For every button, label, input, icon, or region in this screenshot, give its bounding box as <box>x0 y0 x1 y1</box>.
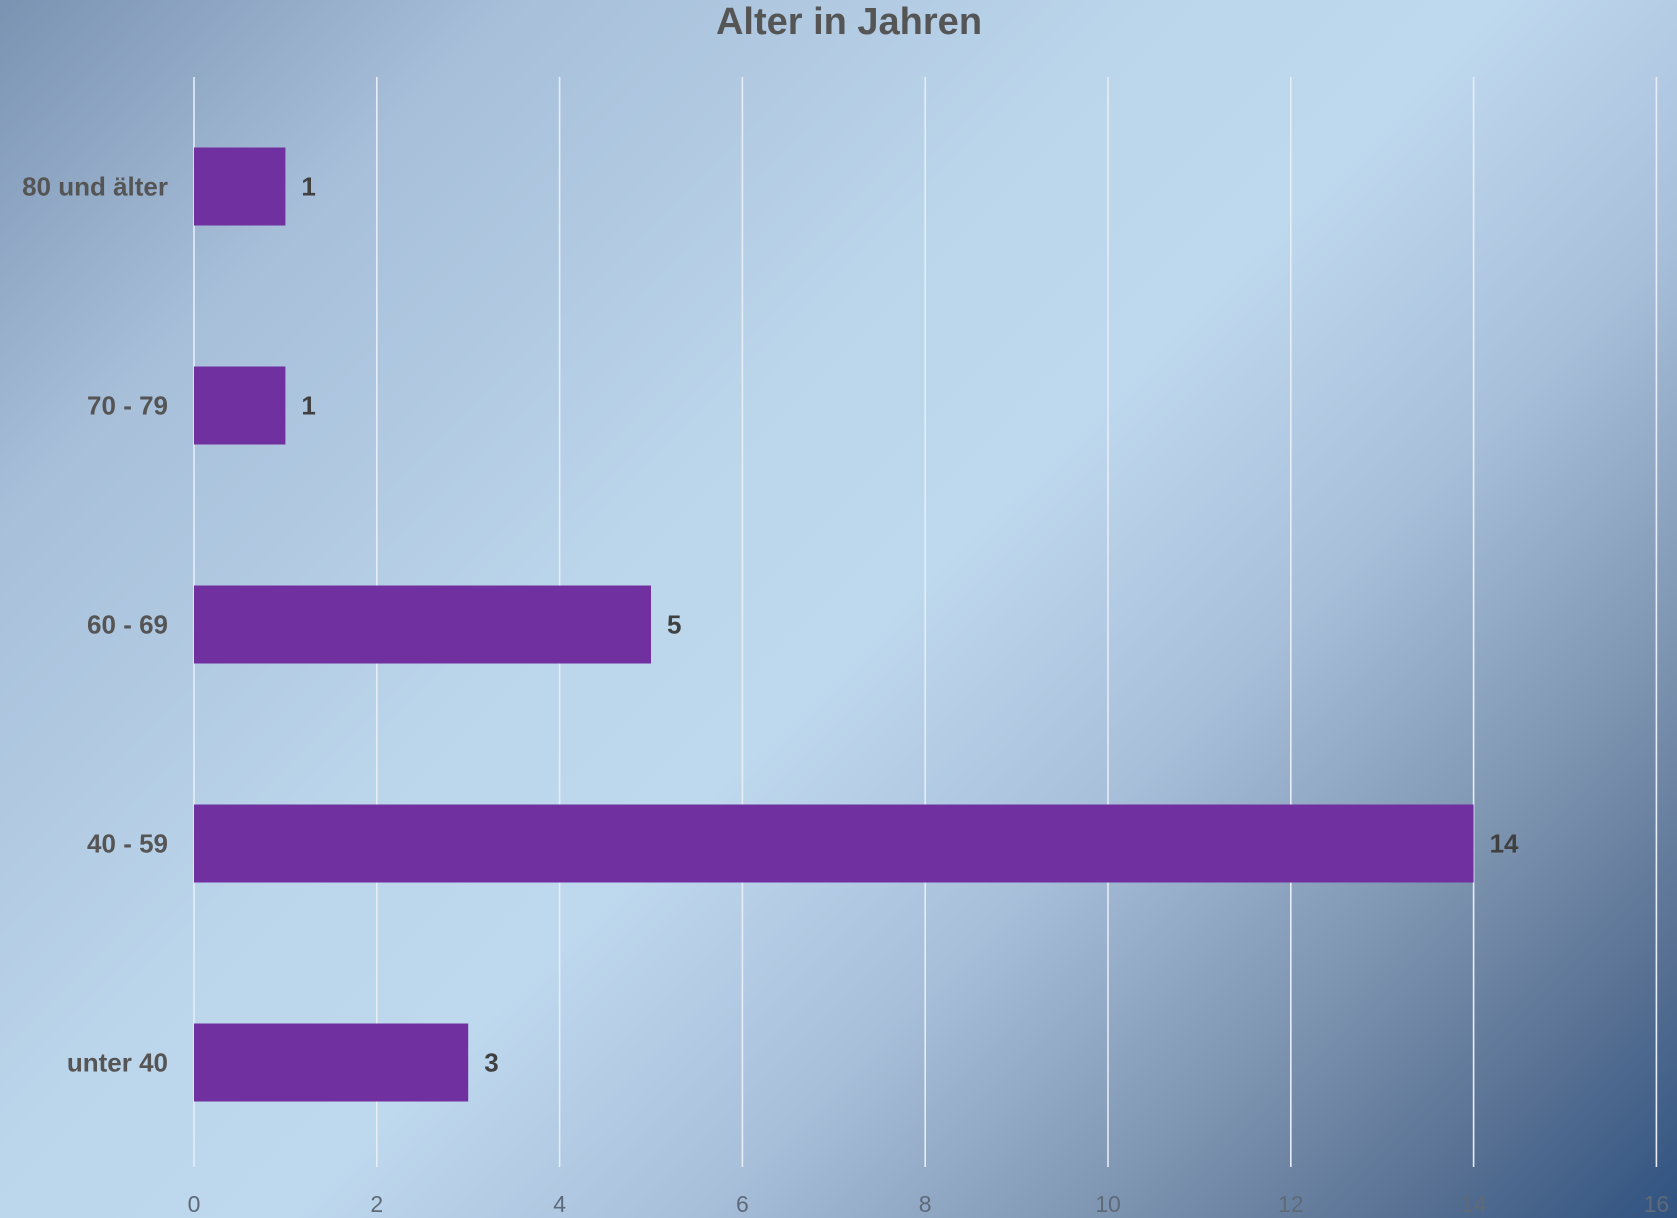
value-labels: 1 1 5 14 3 <box>301 172 1519 1078</box>
x-tick-label: 0 <box>188 1191 201 1217</box>
x-tick-label: 2 <box>370 1191 383 1217</box>
x-tick-label: 16 <box>1644 1191 1670 1217</box>
bar-3 <box>194 804 1474 883</box>
category-label: unter 40 <box>67 1048 168 1078</box>
bars <box>194 147 1474 1102</box>
bar-0 <box>194 147 286 226</box>
bar-4 <box>194 1023 469 1102</box>
x-tick-label: 6 <box>736 1191 749 1217</box>
category-label: 40 - 59 <box>87 829 168 859</box>
value-label: 3 <box>484 1048 498 1078</box>
bar-1 <box>194 366 286 445</box>
category-label: 60 - 69 <box>87 610 168 640</box>
x-axis-ticks: 0 2 4 6 8 10 12 14 16 <box>188 1191 1670 1217</box>
x-tick-label: 10 <box>1095 1191 1121 1217</box>
category-labels: 80 und älter 70 - 79 60 - 69 40 - 59 unter 4… <box>22 172 168 1078</box>
chart-title: Alter in Jahren <box>716 1 982 43</box>
gridlines <box>193 77 1658 1167</box>
x-tick-label: 14 <box>1461 1191 1487 1217</box>
value-label: 5 <box>667 610 681 640</box>
category-label: 80 und älter <box>22 172 168 202</box>
x-tick-label: 8 <box>919 1191 932 1217</box>
value-label: 1 <box>301 391 315 421</box>
value-label: 14 <box>1490 829 1519 859</box>
value-label: 1 <box>301 172 315 202</box>
x-tick-label: 12 <box>1278 1191 1304 1217</box>
bar-2 <box>194 585 651 664</box>
x-tick-label: 4 <box>553 1191 566 1217</box>
category-label: 70 - 79 <box>87 391 168 421</box>
